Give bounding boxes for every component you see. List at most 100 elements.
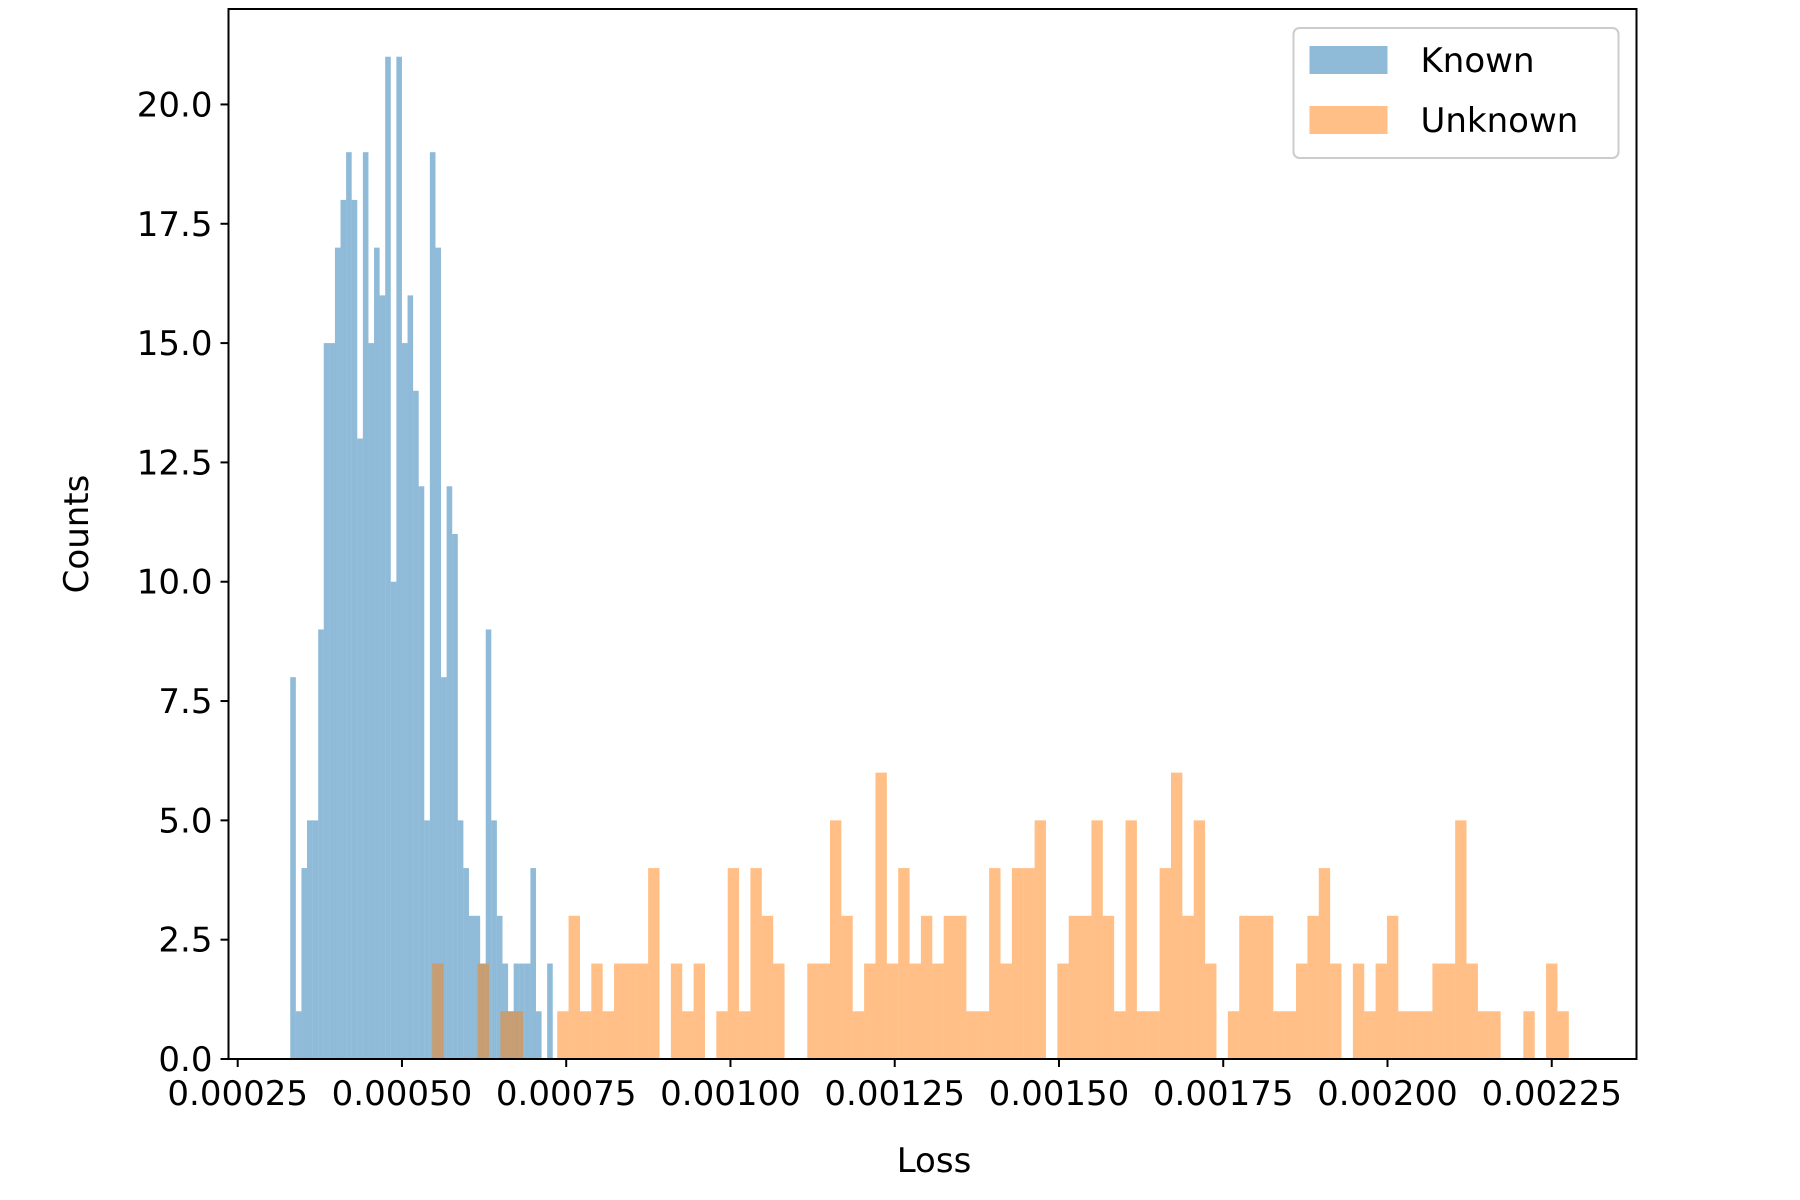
- histogram-bar: [1398, 1011, 1410, 1059]
- histogram-bar: [1239, 915, 1251, 1059]
- histogram-bar: [830, 820, 842, 1059]
- histogram-bar: [390, 581, 397, 1059]
- histogram-bar: [818, 963, 831, 1059]
- legend-label: Unknown: [1421, 101, 1579, 141]
- histogram-bar: [1114, 1011, 1126, 1059]
- y-tick-label: 2.5: [158, 921, 212, 961]
- histogram-bar: [568, 915, 580, 1059]
- histogram-bar: [435, 247, 442, 1060]
- x-tick-label: 0.00225: [1481, 1074, 1622, 1114]
- histogram-bar: [1182, 915, 1194, 1059]
- histogram-bar: [1546, 963, 1558, 1059]
- histogram-bar: [1034, 820, 1046, 1059]
- histogram-bar: [1102, 915, 1115, 1059]
- histogram-bar: [500, 1011, 512, 1059]
- legend-swatch: [1309, 106, 1388, 134]
- x-tick-label: 0.00125: [824, 1074, 965, 1114]
- histogram-bar: [368, 343, 375, 1059]
- histogram-bar: [670, 963, 683, 1059]
- histogram-bar: [290, 677, 296, 1059]
- histogram-bar: [424, 820, 430, 1059]
- histogram-bar: [1261, 915, 1274, 1059]
- histogram-bar: [693, 963, 705, 1059]
- x-tick-label: 0.00100: [660, 1074, 801, 1114]
- histogram-bar: [1170, 772, 1183, 1059]
- histogram-bar: [441, 677, 447, 1059]
- histogram-bar: [1466, 963, 1478, 1059]
- histogram-bar: [1489, 1011, 1501, 1059]
- x-axis-label: Loss: [897, 1141, 972, 1181]
- histogram-bar: [432, 963, 444, 1059]
- histogram-bar: [1080, 915, 1092, 1059]
- histogram-bar: [547, 963, 553, 1059]
- histogram-bar: [1273, 1011, 1285, 1059]
- histogram-bar: [1557, 1011, 1569, 1059]
- histogram-bar: [346, 152, 352, 1059]
- histogram-bar: [1477, 1011, 1490, 1059]
- histogram-bar: [852, 1011, 865, 1059]
- y-tick-label: 0.0: [158, 1040, 212, 1080]
- histogram-bar: [1023, 868, 1035, 1059]
- histogram-bar: [351, 199, 358, 1060]
- histogram-bar: [875, 772, 887, 1059]
- legend: Known Unknown: [1292, 27, 1620, 159]
- x-tick-label: 0.00025: [167, 1074, 308, 1114]
- histogram-bar: [1159, 868, 1171, 1059]
- histogram-bar: [864, 963, 876, 1059]
- x-tick-label: 0.00175: [1153, 1074, 1294, 1114]
- y-tick-label: 17.5: [137, 205, 213, 245]
- histogram-bar: [491, 820, 497, 1059]
- histogram-bar: [485, 629, 492, 1059]
- histogram-bar: [1205, 963, 1217, 1059]
- histogram-bar: [1330, 963, 1342, 1059]
- y-tick-label: 12.5: [137, 443, 213, 483]
- histogram-bar: [727, 868, 740, 1059]
- histogram-bar: [1136, 1011, 1149, 1059]
- histogram-bar: [477, 963, 490, 1059]
- y-tick-label: 7.5: [158, 682, 212, 722]
- histogram-bar: [1409, 1011, 1422, 1059]
- histogram-bar: [1523, 1011, 1535, 1059]
- histogram-bar: [1125, 820, 1137, 1059]
- histogram-bar: [886, 963, 899, 1059]
- histogram-bar: [385, 56, 391, 1059]
- histogram-bar: [457, 820, 464, 1059]
- histogram-bar: [898, 868, 910, 1059]
- histogram-bar: [716, 1011, 728, 1059]
- x-tick-label: 0.00050: [332, 1074, 473, 1114]
- histogram-bar: [334, 247, 341, 1060]
- histogram-bar: [977, 1011, 990, 1059]
- x-tick-label: 0.00075: [496, 1074, 637, 1114]
- histogram-bar: [1455, 820, 1467, 1059]
- histogram-bar: [1284, 1011, 1297, 1059]
- histogram-bar: [932, 963, 944, 1059]
- histogram-bar: [307, 820, 313, 1059]
- y-tick-label: 20.0: [137, 85, 213, 125]
- histogram-bar: [357, 438, 363, 1060]
- histogram-bar: [340, 199, 347, 1060]
- histogram-bar: [1148, 1011, 1160, 1059]
- histogram-bar: [648, 868, 660, 1059]
- histogram-bar: [557, 1011, 569, 1059]
- histogram-bar: [761, 915, 774, 1059]
- histogram-bar: [362, 152, 369, 1059]
- histogram-bar: [602, 1011, 615, 1059]
- histogram-bar: [474, 915, 481, 1059]
- histogram-bar: [1364, 1011, 1376, 1059]
- histogram-bar: [579, 1011, 592, 1059]
- histogram-bar: [682, 1011, 694, 1059]
- axes-frame: [227, 8, 1638, 1060]
- y-tick-label: 15.0: [137, 324, 213, 364]
- histogram-bar: [841, 915, 853, 1059]
- histogram-bar: [401, 343, 408, 1059]
- histogram-bar: [591, 963, 603, 1059]
- histogram-bar: [1068, 915, 1081, 1059]
- y-tick-label: 10.0: [137, 563, 213, 603]
- histogram-bar: [329, 343, 335, 1059]
- histogram-bar: [773, 963, 785, 1059]
- histogram-bar: [511, 1011, 524, 1059]
- histogram-bar: [446, 486, 453, 1060]
- histogram-bar: [1318, 868, 1331, 1059]
- histogram-bar: [989, 868, 1001, 1059]
- histogram-bar: [1307, 915, 1319, 1059]
